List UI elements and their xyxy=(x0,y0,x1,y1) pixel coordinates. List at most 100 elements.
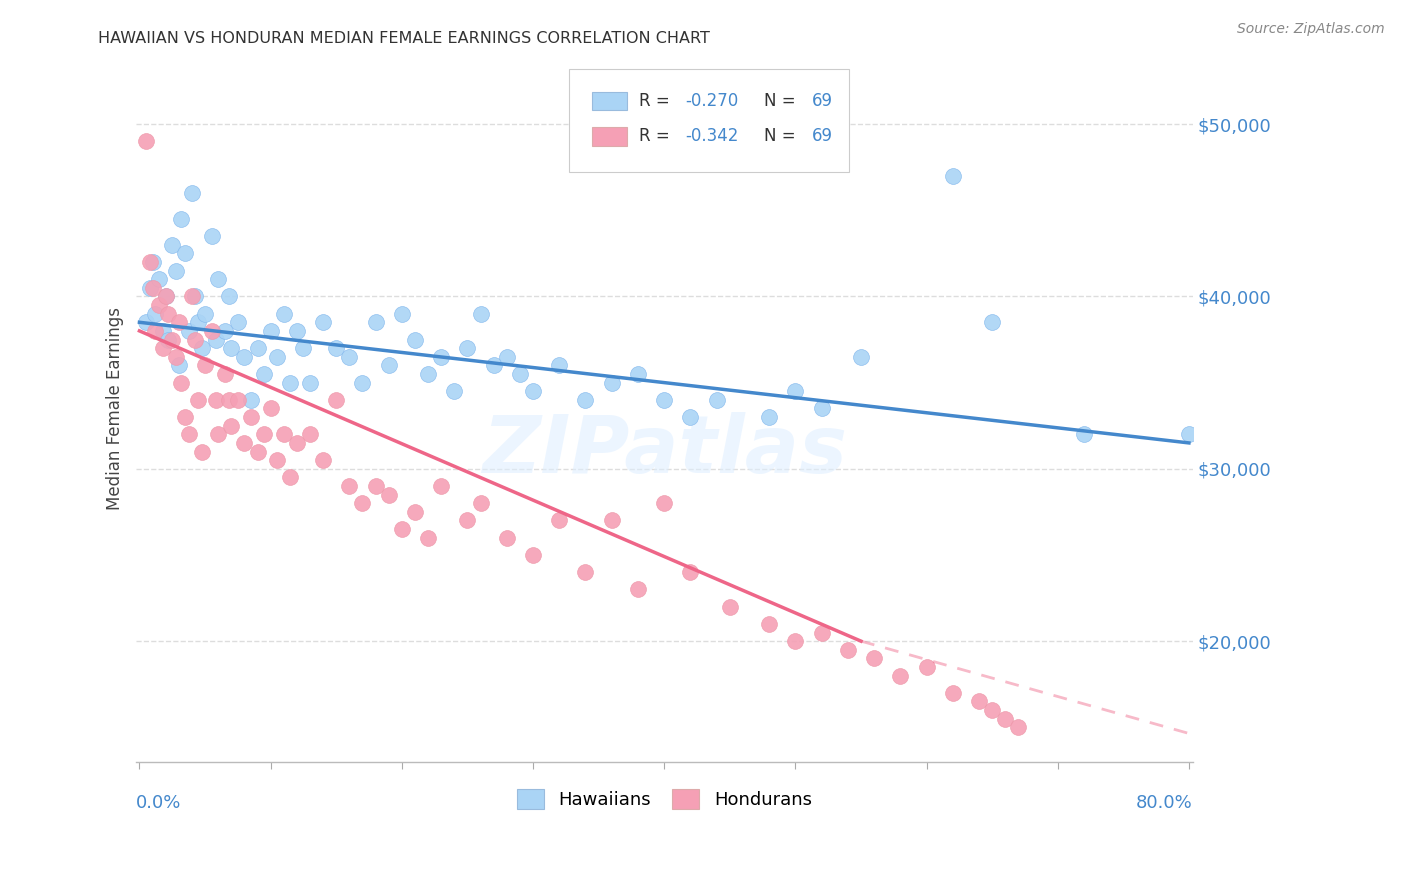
Point xyxy=(219,341,242,355)
Point xyxy=(600,376,623,390)
Point xyxy=(259,324,281,338)
Point xyxy=(785,634,807,648)
Point xyxy=(142,281,165,295)
Point xyxy=(167,359,190,373)
Point xyxy=(160,333,183,347)
Point xyxy=(994,712,1017,726)
Point xyxy=(155,289,177,303)
FancyBboxPatch shape xyxy=(569,70,849,172)
Point xyxy=(157,333,180,347)
Point xyxy=(218,289,240,303)
Point xyxy=(574,392,596,407)
Text: Source: ZipAtlas.com: Source: ZipAtlas.com xyxy=(1237,22,1385,37)
Point xyxy=(456,341,478,355)
Point xyxy=(785,384,807,399)
Point xyxy=(142,255,165,269)
Point xyxy=(292,341,315,355)
Point xyxy=(233,350,256,364)
Point xyxy=(170,211,193,226)
Point xyxy=(915,660,938,674)
Point xyxy=(148,272,170,286)
Point xyxy=(404,333,426,347)
Point xyxy=(404,505,426,519)
Text: 69: 69 xyxy=(811,128,832,145)
Point xyxy=(143,324,166,338)
Point xyxy=(174,246,197,260)
Point xyxy=(200,324,222,338)
Point xyxy=(981,315,1004,329)
Point xyxy=(810,401,832,416)
Point xyxy=(226,392,249,407)
Point xyxy=(889,668,911,682)
Text: HAWAIIAN VS HONDURAN MEDIAN FEMALE EARNINGS CORRELATION CHART: HAWAIIAN VS HONDURAN MEDIAN FEMALE EARNI… xyxy=(98,31,710,46)
Text: 0.0%: 0.0% xyxy=(135,794,181,812)
Point xyxy=(548,514,571,528)
FancyBboxPatch shape xyxy=(592,92,627,111)
Point xyxy=(191,444,214,458)
Point xyxy=(239,410,262,425)
Point xyxy=(810,625,832,640)
Point xyxy=(285,324,308,338)
Point xyxy=(165,350,187,364)
Y-axis label: Median Female Earnings: Median Female Earnings xyxy=(107,307,124,510)
Text: R =: R = xyxy=(638,128,675,145)
Point xyxy=(214,367,236,381)
Point xyxy=(679,410,702,425)
Point xyxy=(204,392,226,407)
Point xyxy=(219,418,242,433)
Point xyxy=(652,496,675,510)
Point xyxy=(627,582,650,597)
Point xyxy=(495,350,517,364)
Point xyxy=(416,367,439,381)
Point xyxy=(430,479,453,493)
Point xyxy=(239,392,262,407)
Point xyxy=(312,453,335,467)
Point xyxy=(325,392,347,407)
Point xyxy=(652,392,675,407)
Point xyxy=(259,401,281,416)
Point xyxy=(253,427,276,442)
Point xyxy=(600,514,623,528)
Legend: Hawaiians, Hondurans: Hawaiians, Hondurans xyxy=(509,782,820,816)
Text: -0.342: -0.342 xyxy=(686,128,740,145)
Point xyxy=(165,263,187,277)
Point xyxy=(273,307,295,321)
Point xyxy=(849,350,872,364)
Point xyxy=(758,410,780,425)
Point xyxy=(1178,427,1201,442)
Point xyxy=(470,496,492,510)
Point xyxy=(207,427,229,442)
Point xyxy=(298,427,321,442)
Point xyxy=(352,376,374,390)
Point xyxy=(160,237,183,252)
Point xyxy=(337,479,360,493)
Point xyxy=(200,229,222,244)
Point xyxy=(325,341,347,355)
Point xyxy=(187,315,209,329)
Point xyxy=(273,427,295,442)
Point xyxy=(967,694,990,708)
Text: ZIPatlas: ZIPatlas xyxy=(482,412,846,490)
Point xyxy=(377,488,399,502)
Point xyxy=(364,479,387,493)
Point xyxy=(135,315,157,329)
Point xyxy=(148,298,170,312)
Point xyxy=(179,427,201,442)
Point xyxy=(183,333,205,347)
Point xyxy=(391,307,413,321)
Point xyxy=(180,289,202,303)
Point xyxy=(179,324,201,338)
Point xyxy=(718,599,741,614)
Point xyxy=(139,281,162,295)
Point xyxy=(470,307,492,321)
Point xyxy=(135,134,157,148)
Text: -0.270: -0.270 xyxy=(686,92,738,110)
Point xyxy=(155,289,177,303)
Point xyxy=(337,350,360,364)
FancyBboxPatch shape xyxy=(592,128,627,145)
Text: 69: 69 xyxy=(811,92,832,110)
Point xyxy=(207,272,229,286)
Point xyxy=(522,384,544,399)
Point xyxy=(285,436,308,450)
Point xyxy=(456,514,478,528)
